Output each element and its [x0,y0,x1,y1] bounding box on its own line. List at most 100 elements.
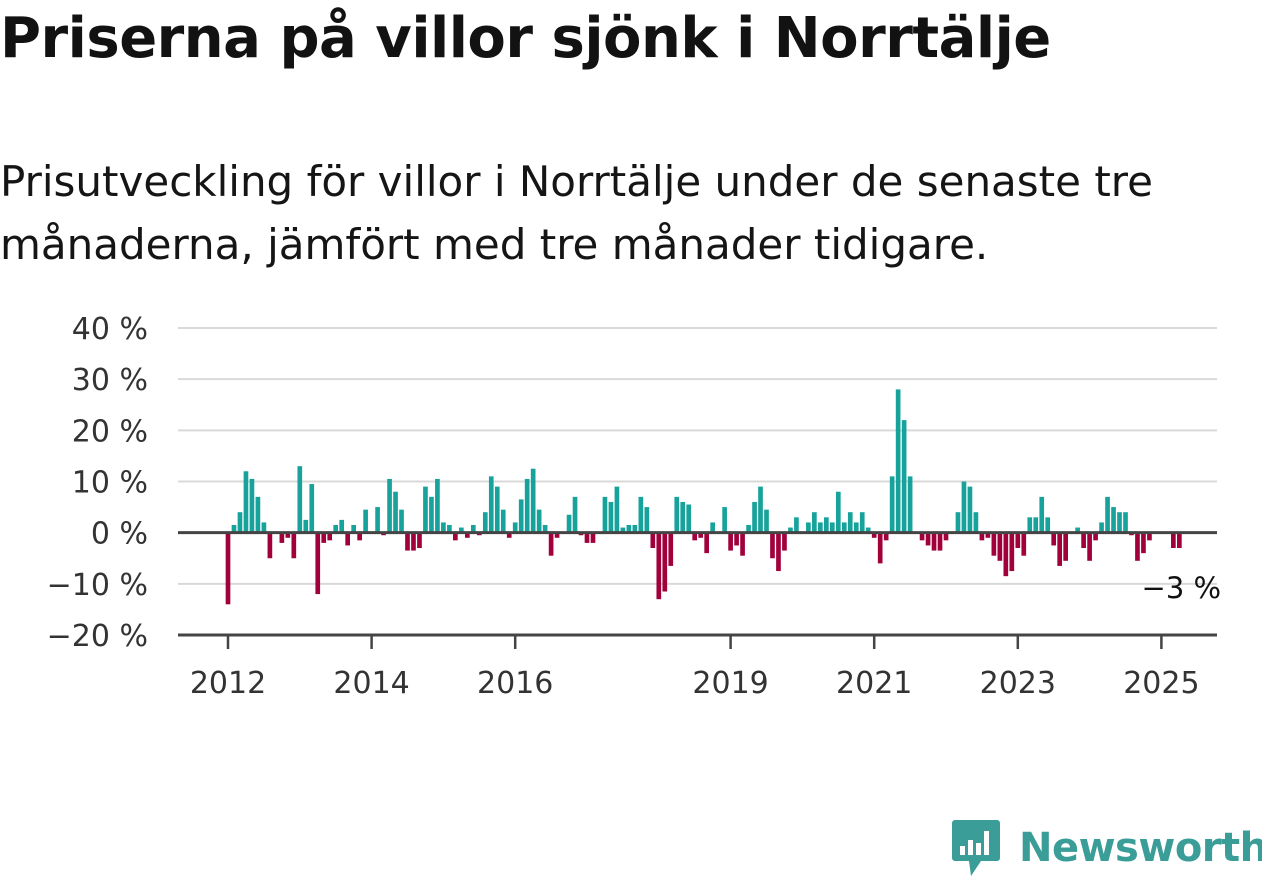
bar [512,522,518,533]
bar [865,527,871,533]
bar [1027,517,1033,533]
bar [728,532,733,551]
bar [494,486,500,533]
newsworthy-logo: Newsworthy [951,818,1262,878]
bar [536,509,542,533]
bar [704,532,709,554]
bar [710,522,715,533]
bar [1021,532,1027,556]
y-tick-label: −10 % [47,568,148,603]
bar [608,501,614,533]
bar [740,532,745,556]
bar [524,478,530,533]
bar [686,504,692,533]
bar [315,532,321,595]
bar [871,532,877,538]
bar [387,478,392,533]
bar [829,522,835,533]
bar [435,478,440,533]
bar [907,476,913,533]
bar [824,517,829,533]
y-tick-label: 40 % [72,312,148,347]
bar [961,481,967,533]
bar [303,519,309,533]
bar [788,527,793,533]
bar [453,532,458,541]
bar [979,532,985,541]
bar [764,509,769,533]
bar [231,524,237,533]
bar [931,532,937,551]
bar [249,478,255,533]
bar [602,496,608,533]
bar [327,532,333,541]
last-value-label: −3 % [1142,571,1222,605]
bar [955,512,961,533]
bar [680,501,686,533]
bar [423,486,428,533]
bar [1105,496,1110,533]
bar [925,532,931,546]
bar [363,509,368,533]
bar [614,486,620,533]
bar [345,532,350,546]
x-axis-labels: 2012 2014 2016 2019 2021 2023 2025 [190,666,1200,701]
bar [656,532,662,600]
bar [644,507,650,533]
bar [1003,532,1009,577]
bar [291,532,297,559]
bar [1033,517,1039,533]
bar [901,420,907,533]
bar [285,532,291,538]
bar [488,476,494,533]
bar [261,522,267,533]
bar [818,522,823,533]
bar [1171,532,1176,549]
bar [572,496,578,533]
bar [530,468,536,533]
bars [225,389,1182,605]
bar [255,496,261,533]
bar [991,532,997,556]
bar [662,532,668,592]
x-tick-label: 2019 [692,666,768,701]
bar [1117,512,1122,533]
bar [919,532,925,541]
bar [776,532,781,572]
bar [812,512,817,533]
bar [1039,496,1045,533]
bar [877,532,883,564]
bar [405,532,410,551]
bar-chart-speech-bubble-icon [952,820,1000,876]
bar [794,517,799,533]
x-tick-label: 2014 [333,666,409,701]
bar [853,522,859,533]
bar [482,512,488,533]
bar [1045,517,1051,533]
bar [500,509,506,533]
bar [506,532,512,538]
bar [770,532,775,559]
y-tick-label: −20 % [47,619,148,654]
bar [752,501,757,533]
bar [997,532,1003,561]
bar [417,532,422,549]
bar [1075,527,1080,533]
bar [1081,532,1086,549]
bar [566,514,572,533]
bar [399,509,404,533]
bar [638,496,644,533]
bar [459,527,464,533]
bar [1009,532,1015,572]
bar [351,524,356,533]
bar [859,512,865,533]
bar [411,532,416,551]
y-tick-label: 30 % [72,363,148,398]
bar [1111,507,1116,533]
bar [333,524,339,533]
bar [674,496,680,533]
bar [847,512,853,533]
bar [590,532,596,543]
bar [835,491,841,533]
